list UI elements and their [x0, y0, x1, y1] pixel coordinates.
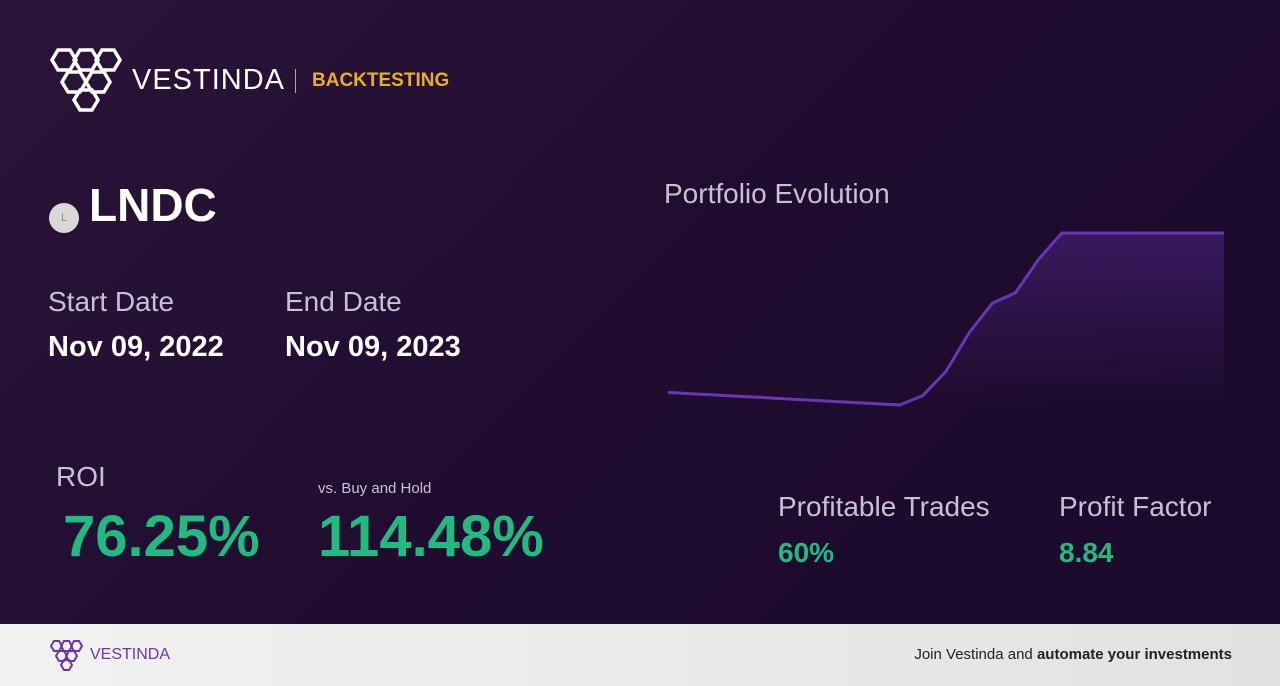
start-date: Nov 09, 2022: [48, 331, 224, 363]
footer-brand: VESTINDA: [90, 646, 171, 663]
factor-value: 8.84: [1059, 537, 1114, 568]
end-date: Nov 09, 2023: [285, 331, 461, 363]
section: BACKTESTING: [312, 70, 450, 91]
area-fill: [668, 233, 1224, 405]
divider: [295, 69, 296, 93]
profitable-label: Profitable Trades: [778, 491, 990, 522]
footer: VESTINDA Join Vestinda and automate your…: [0, 624, 1280, 686]
footer-logo: [49, 640, 84, 671]
factor-label: Profit Factor: [1059, 491, 1212, 522]
cta-bold: automate your investments: [1036, 646, 1232, 663]
roi-value: 76.25%: [63, 504, 260, 569]
asset-icon: L: [49, 203, 79, 233]
chart: [667, 231, 1224, 407]
portfolio-line: [667, 231, 1224, 407]
profitable-value: 60%: [778, 537, 835, 568]
logo: [49, 48, 123, 112]
cta-text: Join Vestinda and: [914, 646, 1033, 663]
ticker: LNDC: [89, 179, 217, 231]
start-label: Start Date: [48, 286, 175, 317]
footer-cta: Join Vestinda and automate your investme…: [914, 646, 1232, 663]
brand: VESTINDA: [132, 64, 286, 96]
roi-label: ROI: [56, 461, 106, 492]
vs-value: 114.48%: [318, 504, 544, 569]
end-label: End Date: [285, 286, 402, 317]
vs-label: vs. Buy and Hold: [318, 480, 432, 497]
chart-title: Portfolio Evolution: [664, 178, 890, 209]
